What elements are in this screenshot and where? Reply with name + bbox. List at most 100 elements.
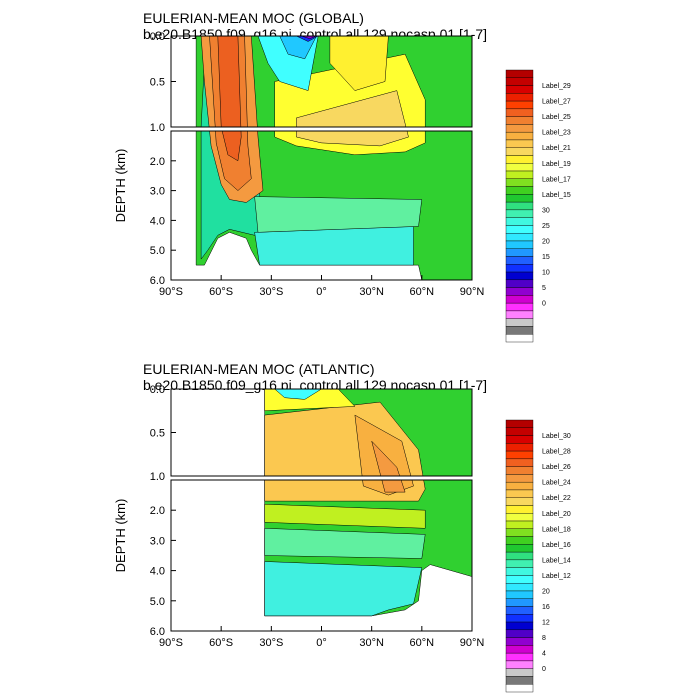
colorbar-swatch	[505, 69, 534, 78]
contour-band-2	[264, 528, 426, 559]
x-tick-label: 90°S	[159, 286, 183, 298]
y-tick-label: 3.0	[150, 186, 165, 198]
colorbar-swatch	[505, 131, 534, 141]
y-tick-label: 5.0	[150, 596, 165, 608]
colorbar-swatch	[505, 77, 534, 86]
colorbar-swatch	[505, 201, 534, 211]
colorbar-label: Label_30	[542, 433, 571, 440]
colorbar-swatch	[505, 271, 534, 281]
colorbar-label: 20	[542, 588, 550, 595]
contour-band-5	[296, 90, 409, 147]
colorbar-label: 30	[542, 207, 550, 214]
colorbar-swatch	[505, 513, 534, 522]
colorbar-swatch	[505, 489, 534, 498]
colorbar-swatch	[505, 318, 534, 327]
y-tick-label: 1.0	[150, 122, 165, 134]
colorbar-swatch	[505, 660, 534, 669]
colorbar-label: 0	[542, 301, 546, 308]
colorbar-swatch	[505, 621, 534, 631]
colorbar-swatch	[505, 528, 534, 537]
colorbar-swatch	[505, 155, 534, 164]
colorbar-label: Label_20	[542, 511, 571, 518]
contour-band-1	[264, 561, 423, 617]
colorbar-swatch	[505, 279, 534, 288]
colorbar-label: 5	[542, 285, 546, 292]
colorbar-swatch	[505, 551, 534, 561]
colorbar-swatch	[505, 536, 534, 545]
y-axis-label: DEPTH (km)	[113, 149, 128, 223]
colorbar-swatch	[505, 139, 534, 148]
colorbar-swatch	[505, 93, 534, 102]
y-tick-label: 4.0	[150, 215, 165, 227]
colorbar-swatch	[505, 334, 534, 343]
colorbar-swatch	[505, 676, 534, 685]
colorbar-swatch	[505, 287, 534, 296]
colorbar-swatch	[505, 326, 534, 335]
colorbar-swatch	[505, 186, 534, 195]
colorbar-swatch	[505, 520, 534, 529]
colorbar-swatch	[505, 559, 534, 568]
y-tick-label: 0.0	[150, 384, 165, 396]
colorbar-swatch	[505, 668, 534, 677]
colorbar-swatch	[505, 217, 534, 226]
colorbar-swatch	[505, 108, 534, 117]
colorbar-label: Label_14	[542, 557, 571, 564]
colorbar-swatch	[505, 474, 534, 483]
colorbar: Label_29 Label_27 Label_25 Label_23 Label_21…	[505, 69, 571, 343]
colorbar-label: 8	[542, 635, 546, 642]
colorbar-swatch	[505, 419, 534, 428]
colorbar-label: 10	[542, 270, 550, 277]
colorbar-swatch	[505, 427, 534, 436]
x-tick-label: 60°S	[209, 637, 233, 649]
colorbar-swatch	[505, 598, 534, 607]
x-tick-label: 0°	[316, 286, 327, 298]
y-tick-label: 0.5	[150, 77, 165, 89]
colorbar-swatch	[505, 458, 534, 467]
x-tick-label: 60°N	[410, 286, 435, 298]
colorbar-swatch	[505, 645, 534, 654]
contour-band-12	[301, 36, 317, 39]
panel-global: EULERIAN-MEAN MOC (GLOBAL)b.e20.B1850.f0…	[113, 10, 571, 343]
colorbar-label: 15	[542, 254, 550, 261]
colorbar-swatch	[505, 232, 534, 242]
x-tick-label: 90°S	[159, 637, 183, 649]
colorbar-swatch	[505, 606, 534, 615]
contour-band-8	[274, 389, 322, 400]
colorbar-label: Label_12	[542, 573, 571, 580]
colorbar-swatch	[505, 302, 534, 312]
colorbar-swatch	[505, 544, 534, 553]
colorbar-label: Label_24	[542, 480, 571, 487]
colorbar-label: Label_19	[542, 161, 571, 168]
colorbar-label: Label_23	[542, 130, 571, 137]
colorbar-label: Label_17	[542, 176, 571, 183]
colorbar-swatch	[505, 450, 534, 460]
colorbar-label: Label_22	[542, 495, 571, 502]
colorbar-swatch	[505, 684, 534, 693]
colorbar-swatch	[505, 567, 534, 576]
colorbar-swatch	[505, 100, 534, 110]
x-tick-label: 30°S	[259, 637, 283, 649]
colorbar-label: 16	[542, 604, 550, 611]
axis-break	[170, 476, 473, 480]
colorbar-label: 4	[542, 651, 546, 658]
y-tick-label: 0.5	[150, 428, 165, 440]
x-tick-label: 0°	[316, 637, 327, 649]
colorbar-swatch	[505, 652, 534, 662]
colorbar-swatch	[505, 225, 534, 234]
x-tick-label: 90°N	[460, 637, 485, 649]
colorbar-swatch	[505, 170, 534, 179]
axis-break	[170, 127, 473, 131]
chart-title: EULERIAN-MEAN MOC (ATLANTIC)	[143, 361, 375, 377]
colorbar-swatch	[505, 481, 534, 491]
colorbar-swatch	[505, 194, 534, 203]
colorbar-swatch	[505, 637, 534, 646]
contour-band-10	[279, 36, 317, 60]
x-tick-label: 30°N	[359, 637, 384, 649]
colorbar-swatch	[505, 248, 534, 257]
colorbar-label: Label_25	[542, 114, 571, 121]
contour-fill	[264, 389, 472, 617]
x-tick-label: 60°S	[209, 286, 233, 298]
colorbar-swatch	[505, 209, 534, 218]
y-tick-label: 6.0	[150, 626, 165, 638]
y-tick-label: 0.0	[150, 31, 165, 43]
